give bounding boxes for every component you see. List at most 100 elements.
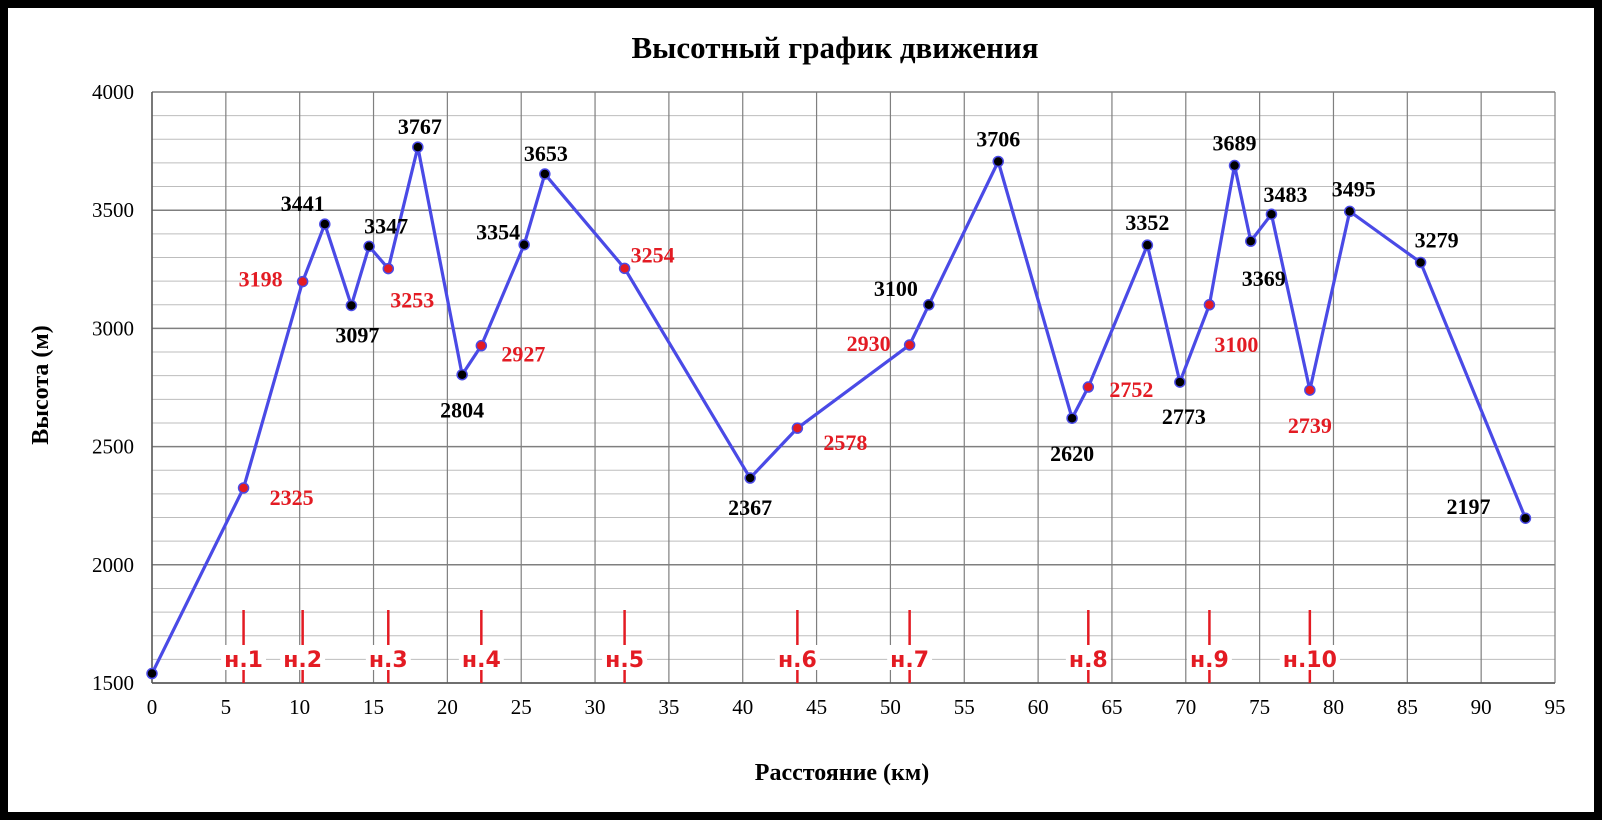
data-label: 3767 <box>398 114 442 139</box>
x-tick-label: 95 <box>1545 695 1566 719</box>
point-marker <box>1519 512 1532 524</box>
point-marker-red <box>237 482 250 494</box>
data-label: 2739 <box>1288 413 1332 438</box>
camp-label-bg <box>1279 645 1340 670</box>
point-marker <box>744 472 756 484</box>
camp-label: н.5 <box>605 648 644 673</box>
camp-label-bg <box>887 645 933 670</box>
axis-ticks: 0 5 10 15 20 25 30 35 40 45 50 55 60 65 70 75 80 85 90 95 15… <box>92 80 1566 719</box>
point-marker <box>992 155 1004 168</box>
data-label: 3100 <box>1214 332 1258 357</box>
x-tick-label: 30 <box>585 695 606 719</box>
camp-label-bg <box>1186 645 1232 670</box>
point-marker <box>518 238 530 251</box>
point-marker <box>363 240 375 253</box>
point-marker <box>319 218 331 230</box>
y-axis-title: Высота (м) <box>28 325 54 445</box>
point-marker-red <box>1203 299 1216 311</box>
data-label: 3689 <box>1213 131 1257 156</box>
data-label: 3653 <box>524 141 568 166</box>
data-label: 2930 <box>847 331 891 356</box>
point-marker-red <box>475 339 488 352</box>
data-label: 2927 <box>501 342 545 367</box>
data-label: 3441 <box>281 191 325 216</box>
data-label: 2804 <box>440 398 484 423</box>
data-label: 3198 <box>239 267 283 292</box>
y-tick-label: 3500 <box>92 198 134 222</box>
point-marker <box>1265 208 1278 220</box>
x-tick-label: 75 <box>1249 695 1270 719</box>
x-tick-label: 40 <box>732 695 753 719</box>
x-tick-label: 35 <box>658 695 679 719</box>
x-tick-label: 90 <box>1471 695 1492 719</box>
point-marker <box>1228 159 1241 172</box>
data-label: 2325 <box>270 485 314 510</box>
data-label: 2197 <box>1446 494 1490 519</box>
data-label: 3352 <box>1125 210 1169 235</box>
data-label: 3354 <box>476 220 520 245</box>
data-label: 3495 <box>1332 176 1376 201</box>
camp-label: н.3 <box>369 648 408 673</box>
camp-label: н.9 <box>1190 648 1229 673</box>
x-tick-label: 60 <box>1028 695 1049 719</box>
camp-label-bg <box>1065 645 1111 670</box>
point-marker <box>345 299 358 312</box>
camp-label-bg <box>774 645 820 670</box>
grid <box>151 91 1556 684</box>
camp-label: н.7 <box>890 648 929 673</box>
point-marker-red <box>618 262 631 275</box>
x-tick-label: 15 <box>363 695 384 719</box>
camp-markers: н.1 н.2 н.3 н.4 н.5 н.6 н.7 н.8 н.9 н.10 <box>221 610 1340 683</box>
y-tick-label: 3000 <box>92 316 134 340</box>
camp-label: н.2 <box>283 648 322 673</box>
camp-label: н.8 <box>1069 648 1108 673</box>
x-tick-label: 45 <box>806 695 827 719</box>
camp-label: н.1 <box>224 648 263 673</box>
x-axis-title: Расстояние (км) <box>755 760 929 786</box>
data-label: 3706 <box>976 127 1020 152</box>
camp-label-bg <box>458 645 504 670</box>
data-label: 3097 <box>335 322 379 347</box>
x-tick-label: 10 <box>289 695 310 719</box>
camp-label: н.4 <box>462 648 501 673</box>
point-marker <box>1141 239 1154 251</box>
camp-label-bg <box>602 645 648 670</box>
point-marker <box>539 168 551 180</box>
x-tick-label: 65 <box>1101 695 1122 719</box>
x-tick-label: 50 <box>880 695 901 719</box>
point-marker-red <box>1304 384 1316 396</box>
x-tick-label: 80 <box>1323 695 1344 719</box>
data-label: 3254 <box>631 242 675 267</box>
x-tick-label: 70 <box>1175 695 1196 719</box>
point-marker <box>1174 376 1186 388</box>
chart-title: Высотный график движения <box>632 30 1039 65</box>
point-marker <box>1414 256 1427 269</box>
y-tick-label: 2000 <box>92 553 134 577</box>
data-label: 2752 <box>1109 377 1153 402</box>
point-marker-red <box>903 339 916 351</box>
point-marker-red <box>1082 381 1095 393</box>
point-marker <box>146 667 158 680</box>
x-tick-label: 85 <box>1397 695 1418 719</box>
x-tick-label: 20 <box>437 695 458 719</box>
series-elevation <box>146 141 1532 680</box>
point-marker <box>923 299 935 311</box>
data-label: 3279 <box>1415 227 1459 252</box>
x-tick-label: 5 <box>221 695 232 719</box>
data-label: 3253 <box>390 288 434 313</box>
data-label: 3100 <box>874 276 918 301</box>
point-marker <box>1245 235 1257 247</box>
camp-label-bg <box>280 645 326 670</box>
y-tick-label: 4000 <box>92 80 134 104</box>
data-label: 2578 <box>823 430 867 455</box>
data-label: 3369 <box>1242 266 1286 291</box>
point-marker-red <box>382 262 395 275</box>
series-line <box>150 145 1527 675</box>
camp-label: н.6 <box>778 648 817 673</box>
x-tick-label: 25 <box>511 695 532 719</box>
data-label: 3347 <box>364 213 408 238</box>
data-labels: 2325 3198 3441 3097 3347 3253 3767 2804 2927 3354… <box>239 114 1491 520</box>
x-tick-label: 0 <box>147 695 158 719</box>
camp-label-bg <box>365 645 411 670</box>
